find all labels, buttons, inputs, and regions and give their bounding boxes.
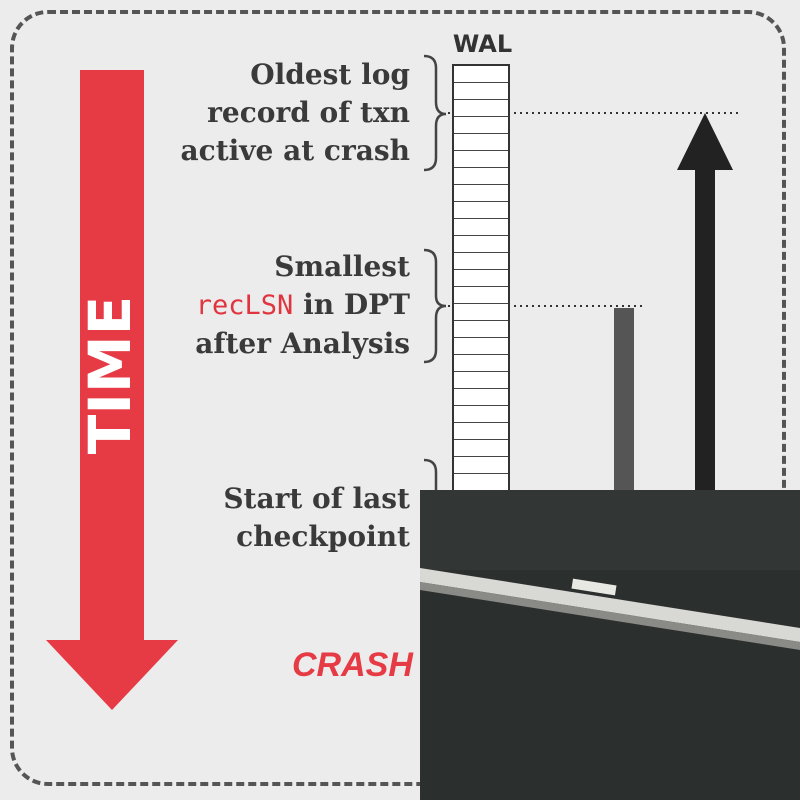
wal-record-cell (454, 287, 508, 304)
wal-label: WAL (452, 30, 513, 58)
wal-record-cell (454, 389, 508, 406)
label-oldest-log: Oldest log record of txn active at crash (180, 58, 410, 167)
reclsn-bar (614, 308, 634, 494)
wal-record-cell (454, 100, 508, 117)
wal-record-cell (454, 83, 508, 100)
wal-record-cell (454, 440, 508, 457)
label-checkpoint: Start of last checkpoint (223, 482, 410, 553)
wal-record-cell (454, 304, 508, 321)
up-arrow-shaft (695, 168, 715, 494)
wal-record-cell (454, 406, 508, 423)
wal-record-cell (454, 474, 508, 491)
wal-record-cell (454, 202, 508, 219)
crash-label: CRASH (292, 646, 413, 684)
chalkboard-video-overlay (420, 490, 800, 800)
wal-record-cell (454, 338, 508, 355)
wal-record-cell (454, 423, 508, 440)
wal-record-cell (454, 185, 508, 202)
wal-record-cell (454, 134, 508, 151)
wal-record-cell (454, 457, 508, 474)
time-arrow-icon (46, 70, 178, 710)
wal-record-cell (454, 236, 508, 253)
wal-record-cell (454, 151, 508, 168)
up-arrow-icon (677, 113, 733, 170)
wal-record-cell (454, 66, 508, 83)
reclsn-term: recLSN (195, 290, 294, 321)
time-label: TIME (76, 296, 144, 454)
chalkboard-upper (420, 490, 800, 570)
chalkboard-rail (420, 568, 800, 650)
wal-column (452, 64, 510, 494)
brace-icon (423, 248, 447, 364)
wal-record-cell (454, 253, 508, 270)
brace-icon (423, 54, 447, 172)
wal-record-cell (454, 355, 508, 372)
label-smallest-reclsn: Smallest recLSN in DPT after Analysis (195, 250, 410, 360)
wal-record-cell (454, 321, 508, 338)
wal-record-cell (454, 168, 508, 185)
wal-record-cell (454, 219, 508, 236)
wal-record-cell (454, 372, 508, 389)
dashed-frame (10, 10, 786, 786)
wal-record-cell (454, 117, 508, 134)
brace-icon (423, 458, 438, 494)
wal-record-cell (454, 270, 508, 287)
